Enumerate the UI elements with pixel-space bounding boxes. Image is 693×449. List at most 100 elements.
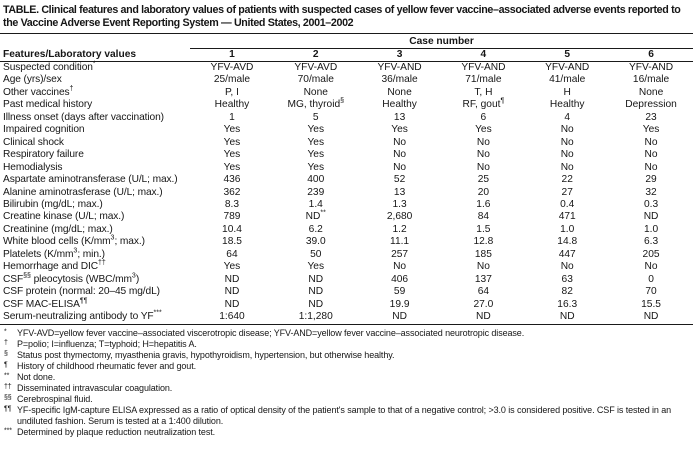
table-row: CSF MAC-ELISA¶¶ ND ND 19.9 27.0 16.3 15.5 bbox=[0, 297, 693, 311]
footnote-text: History of childhood rheumatic fever and… bbox=[17, 360, 196, 371]
footnote-reference: §§ bbox=[23, 272, 31, 280]
column-header-row: Features/Laboratory values 1 2 3 4 5 6 bbox=[0, 48, 693, 62]
row-value: 36/male bbox=[381, 74, 418, 86]
row-value: 1.0 bbox=[560, 223, 575, 235]
footnote-marker: ** bbox=[4, 372, 10, 380]
table-row: Aspartate aminotransferase (U/L; max.) 43… bbox=[0, 174, 693, 186]
footnote: *** Determined by plaque reduction neutra… bbox=[0, 427, 693, 438]
table-row: Respiratory failure Yes Yes No No No No bbox=[0, 149, 693, 161]
row-value: No bbox=[476, 149, 490, 161]
row-value: 70/male bbox=[297, 74, 334, 86]
footnote-marker: § bbox=[4, 350, 8, 358]
row-value: 406 bbox=[391, 273, 409, 285]
case-column-header-5: 5 bbox=[525, 48, 610, 62]
row-value: 205 bbox=[642, 248, 660, 260]
row-value: 19.9 bbox=[389, 298, 410, 310]
row-value: ND bbox=[392, 311, 407, 323]
row-value: YFV-AND bbox=[628, 62, 674, 73]
row-label: Age (yrs)/sex bbox=[3, 74, 62, 86]
row-value: ND bbox=[643, 311, 659, 323]
row-value: MG, thyroid§ bbox=[287, 97, 345, 111]
row-label: Serum-neutralizing antibody to YF*** bbox=[3, 309, 162, 323]
row-value: 64 bbox=[226, 248, 238, 260]
row-value: Yes bbox=[223, 124, 241, 136]
row-value: ND bbox=[308, 286, 324, 298]
row-value: Yes bbox=[391, 124, 408, 136]
row-value: T, H bbox=[474, 86, 493, 98]
row-label: CSF protein (normal: 20–45 mg/dL) bbox=[3, 286, 160, 298]
footnote-marker: * bbox=[4, 328, 7, 336]
row-value: 6 bbox=[480, 111, 487, 123]
row-value: 15.5 bbox=[641, 298, 661, 310]
row-value: 10.4 bbox=[222, 223, 242, 235]
row-value: ND bbox=[224, 273, 240, 285]
table-header: Case number Features/Laboratory values 1… bbox=[0, 33, 693, 62]
row-value: 8.3 bbox=[224, 198, 240, 210]
case-column-header-4: 4 bbox=[441, 48, 526, 62]
row-label: White blood cells (K/mm3; max.) bbox=[3, 234, 145, 248]
row-value: 2,680 bbox=[386, 211, 413, 223]
footnote-text: Determined by plaque reduction neutraliz… bbox=[17, 426, 216, 437]
row-value: 14.8 bbox=[557, 236, 578, 248]
row-value: No bbox=[560, 124, 574, 136]
row-label: CSF§§ pleocytosis (WBC/mm3) bbox=[3, 272, 140, 285]
footnote: ** Not done. bbox=[0, 372, 693, 383]
footnote-marker: §§ bbox=[4, 394, 12, 402]
row-value: 436 bbox=[223, 174, 241, 186]
row-value: 0.4 bbox=[560, 198, 575, 210]
row-value: No bbox=[560, 161, 574, 173]
footnote: §§ Cerebrospinal fluid. bbox=[0, 394, 693, 405]
row-value: 25/male bbox=[213, 74, 251, 86]
footnote-marker: *** bbox=[4, 427, 12, 435]
table-row: Impaired cognition Yes Yes Yes Yes No Yes bbox=[0, 124, 693, 136]
row-label: Creatine kinase (U/L; max.) bbox=[3, 211, 125, 223]
row-value: 82 bbox=[561, 286, 573, 298]
row-value: No bbox=[476, 261, 490, 273]
row-value: Healthy bbox=[214, 99, 250, 111]
row-value: 4 bbox=[564, 111, 571, 123]
footnote-reference: § bbox=[340, 97, 345, 105]
row-value: None bbox=[303, 86, 328, 98]
table-row: Age (yrs)/sex 25/male 70/male 36/male 71/mal… bbox=[0, 74, 693, 86]
row-label: Aspartate aminotransferase (U/L; max.) bbox=[3, 174, 178, 186]
row-value: 1.0 bbox=[643, 223, 659, 235]
row-value: 400 bbox=[307, 174, 325, 186]
row-value: 1:1,280 bbox=[298, 311, 333, 323]
row-value: 70 bbox=[645, 286, 657, 298]
row-value: No bbox=[560, 149, 574, 161]
case-column-header-1: 1 bbox=[190, 48, 274, 62]
row-label: Other vaccines† bbox=[3, 85, 74, 98]
table-row: White blood cells (K/mm3; max.) 18.5 39.0 1… bbox=[0, 234, 693, 248]
row-label: Impaired cognition bbox=[3, 124, 85, 136]
row-value: 41/male bbox=[549, 74, 586, 86]
row-label: CSF MAC-ELISA¶¶ bbox=[3, 297, 88, 310]
footnote-marker: †† bbox=[4, 383, 12, 391]
row-value: 257 bbox=[391, 248, 409, 260]
row-value: 11.1 bbox=[390, 236, 410, 248]
table-row: Bilirubin (mg/dL; max.) 8.3 1.4 1.3 1.6 0.4 0.… bbox=[0, 199, 693, 211]
footnotes: * YFV-AVD=yellow fever vaccine–associated… bbox=[0, 328, 693, 438]
row-value: Depression bbox=[625, 99, 677, 111]
row-value: No bbox=[393, 149, 407, 161]
row-value: ND bbox=[476, 311, 491, 323]
row-value: Yes bbox=[642, 124, 660, 136]
row-value: Yes bbox=[223, 136, 241, 148]
table-row: CSF§§ pleocytosis (WBC/mm3) ND ND 406 137 63 0 bbox=[0, 272, 693, 286]
footnote: †† Disseminated intravascular coagulation… bbox=[0, 383, 693, 394]
case-number-header: Case number bbox=[190, 33, 693, 49]
table-row: CSF protein (normal: 20–45 mg/dL) ND ND 59 6… bbox=[0, 286, 693, 298]
row-value: ND bbox=[224, 298, 240, 310]
row-value: 23 bbox=[645, 111, 657, 123]
row-value: None bbox=[638, 86, 664, 98]
row-value: None bbox=[387, 86, 412, 98]
row-label: Respiratory failure bbox=[3, 149, 84, 161]
row-value: No bbox=[393, 161, 407, 173]
row-value: 27.0 bbox=[473, 298, 494, 310]
row-value: 59 bbox=[393, 286, 406, 298]
row-value: Yes bbox=[475, 124, 492, 136]
row-value: No bbox=[560, 136, 574, 148]
row-value: P, I bbox=[224, 86, 239, 98]
row-value: No bbox=[644, 161, 658, 173]
row-value: 50 bbox=[310, 248, 322, 260]
row-value: Yes bbox=[307, 161, 325, 173]
